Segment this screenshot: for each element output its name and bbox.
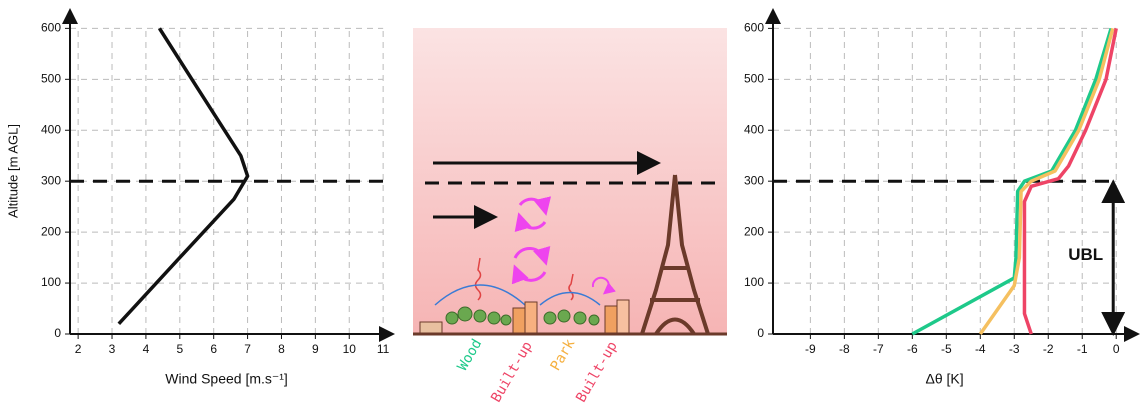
x-tick-label: 5 [176, 342, 183, 356]
x-tick-label: -3 [1009, 342, 1020, 356]
y-tick-label: 600 [41, 21, 61, 35]
legend-label: Built-up [488, 339, 536, 405]
line-series [119, 28, 248, 323]
legend-label: Park [548, 336, 579, 374]
x-tick-label: -5 [941, 342, 952, 356]
x-tick-label: -9 [805, 342, 816, 356]
y-tick-label: 200 [744, 224, 764, 238]
x-tick-label: 11 [377, 342, 390, 356]
x-tick-label: -8 [839, 342, 850, 356]
y-tick-label: 0 [757, 326, 764, 340]
y-tick-label: 500 [744, 71, 764, 85]
x-tick-label: 6 [210, 342, 217, 356]
y-tick-label: 400 [744, 122, 764, 136]
y-axis-label: Altitude [m AGL] [5, 124, 20, 218]
annotation: UBL [1068, 245, 1103, 264]
x-tick-label: 8 [278, 342, 285, 356]
x-tick-label: 3 [109, 342, 116, 356]
legend-label: Wood [455, 336, 486, 373]
x-tick-label: 4 [143, 342, 150, 356]
y-tick-label: 500 [41, 71, 61, 85]
x-tick-label: -4 [975, 342, 986, 356]
y-tick-label: 400 [41, 122, 61, 136]
x-tick-label: 2 [75, 342, 82, 356]
x-tick-label: 7 [244, 342, 251, 356]
y-tick-label: 200 [41, 224, 61, 238]
x-axis-label: Δθ [K] [926, 371, 964, 387]
x-tick-label: -7 [873, 342, 884, 356]
x-tick-label: 10 [343, 342, 357, 356]
x-tick-label: -1 [1077, 342, 1088, 356]
x-tick-label: -6 [907, 342, 918, 356]
y-tick-label: 100 [744, 275, 764, 289]
legend-label: Built-up [573, 339, 621, 405]
figure: Wood Built-up Park Built-up 010020030040… [0, 0, 1147, 417]
x-axis-label: Wind Speed [m.s⁻¹] [165, 371, 288, 387]
diagram: Wood Built-up Park Built-up [413, 28, 727, 405]
y-tick-label: 100 [41, 275, 61, 289]
x-tick-label: 9 [312, 342, 319, 356]
y-tick-label: 300 [41, 173, 61, 187]
x-tick-label: 0 [1113, 342, 1120, 356]
y-tick-label: 600 [744, 21, 764, 35]
y-tick-label: 0 [54, 326, 61, 340]
y-tick-label: 300 [744, 173, 764, 187]
x-tick-label: -2 [1043, 342, 1054, 356]
